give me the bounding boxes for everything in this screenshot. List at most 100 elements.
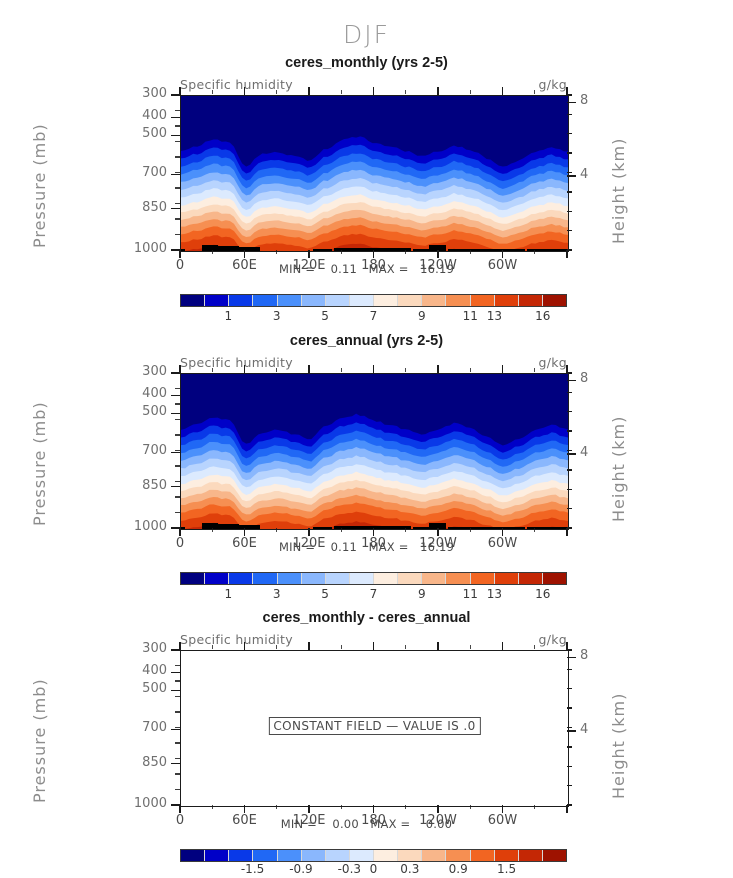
- x-axis-tick: [566, 87, 568, 95]
- y-axis-tick: [171, 207, 180, 210]
- y-axis-minor-tick: [175, 233, 180, 236]
- topography-mask: [181, 527, 185, 529]
- height-axis-minor-tick: [567, 171, 572, 174]
- colorbar-segment: [470, 295, 495, 306]
- x-axis-minor-tick: [276, 645, 278, 649]
- height-axis-minor-tick: [567, 765, 572, 767]
- colorbar-segment: [398, 573, 423, 584]
- topography-mask: [428, 244, 447, 251]
- colorbar-segment: [398, 295, 423, 306]
- y-axis-tick: [171, 689, 180, 692]
- x-axis-minor-tick: [469, 250, 471, 254]
- x-axis-label: 0: [175, 536, 185, 551]
- colorbar-segment: [422, 573, 447, 584]
- colorbar-segment: [374, 573, 399, 584]
- colorbar-segment: [229, 850, 254, 861]
- colorbar-segment: [494, 573, 519, 584]
- y-axis-minor-tick: [175, 171, 180, 174]
- height-axis-minor-tick: [567, 229, 572, 232]
- height-axis-minor-tick: [567, 391, 572, 394]
- height-axis-tick: [567, 101, 576, 103]
- colorbar-segment: [349, 850, 374, 861]
- y-axis-minor-tick: [175, 527, 180, 529]
- colorbar-segment: [446, 850, 471, 861]
- x-axis-tick: [243, 87, 246, 95]
- colorbar-tick-label: 7: [369, 587, 378, 601]
- x-axis-minor-tick: [469, 645, 471, 649]
- x-axis-minor-tick: [340, 368, 342, 372]
- y-axis-title: Pressure (mb): [30, 401, 49, 526]
- x-axis-tick: [501, 642, 504, 650]
- x-axis-minor-tick: [469, 90, 471, 94]
- colorbar-difference: [180, 849, 567, 862]
- y-axis-label: 700: [142, 720, 167, 736]
- y-axis-label: 300: [142, 641, 167, 656]
- minmax-label: MIN = 0.00 MAX = 0.00: [280, 817, 453, 831]
- x-axis-label: 60E: [232, 536, 257, 551]
- x-axis-minor-tick: [534, 368, 536, 372]
- y-axis-minor-tick: [175, 249, 180, 251]
- colorbar-tick-label: 1.5: [497, 862, 517, 876]
- topography-mask: [333, 525, 412, 529]
- colorbar-segment: [349, 295, 374, 306]
- height-axis-minor-tick: [567, 430, 572, 432]
- colorbar-segment: [325, 295, 350, 306]
- colorbar-tick-label: 16: [535, 587, 551, 601]
- y-axis-label: 400: [142, 108, 167, 124]
- height-axis-minor-tick: [567, 191, 572, 193]
- y-axis-minor-tick: [175, 125, 180, 127]
- x-axis-tick: [372, 250, 375, 258]
- x-axis-minor-tick: [534, 90, 536, 94]
- x-axis-tick: [501, 87, 504, 95]
- x-axis-tick: [566, 805, 568, 813]
- x-axis-tick: [308, 250, 310, 258]
- colorbar-segment: [518, 850, 543, 861]
- x-axis-tick: [179, 87, 181, 95]
- y-axis-label: 700: [142, 165, 167, 181]
- height-axis-minor-tick: [567, 746, 572, 748]
- x-axis-tick: [437, 642, 439, 650]
- y-axis-minor-tick: [175, 94, 180, 96]
- colorbar-segment: [253, 295, 278, 306]
- x-axis-minor-tick: [276, 250, 278, 254]
- height-axis-tick: [567, 453, 576, 455]
- units-label: g/kg: [538, 77, 567, 92]
- x-axis-label: 0: [175, 813, 185, 828]
- colorbar-tick-label: 11: [462, 587, 478, 601]
- colorbar-humidity: [180, 294, 567, 307]
- y-axis-label: 700: [142, 443, 167, 459]
- x-axis-tick: [372, 87, 375, 95]
- colorbar-tick-label: 7: [369, 309, 378, 323]
- height-axis-minor-tick: [567, 411, 572, 413]
- x-axis-tick: [566, 528, 568, 536]
- colorbar-tick-label: 3: [272, 309, 281, 323]
- colorbar-segment: [205, 573, 230, 584]
- field-label: Specific humidity: [180, 355, 293, 370]
- colorbar-segment: [277, 573, 302, 584]
- contour-plot-area: [180, 373, 569, 530]
- topography-mask: [333, 247, 412, 251]
- y-axis-label: 500: [142, 681, 167, 697]
- y-axis-minor-tick: [175, 372, 180, 374]
- x-axis-tick: [243, 642, 246, 650]
- panel-title: ceres_annual (yrs 2-5): [289, 333, 444, 349]
- x-axis-tick: [437, 87, 439, 95]
- height-axis-minor-tick: [567, 488, 572, 490]
- colorbar-tick-label: 16: [535, 309, 551, 323]
- x-axis-tick: [372, 642, 375, 650]
- topography-mask: [242, 527, 255, 529]
- x-axis-minor-tick: [405, 645, 407, 649]
- x-axis-minor-tick: [340, 528, 342, 532]
- x-axis-label: 120E: [292, 813, 326, 828]
- contour-plot-area: [180, 95, 569, 252]
- x-axis-minor-tick: [211, 250, 213, 254]
- height-axis-label: 4: [580, 722, 589, 738]
- minmax-label: MIN = 0.11 MAX = 16.19: [278, 262, 455, 276]
- y-axis-tick: [171, 134, 180, 137]
- y-axis-tick: [171, 173, 180, 175]
- colorbar-segment: [325, 573, 350, 584]
- y-axis-label: 850: [142, 477, 167, 493]
- y-axis-label: 1000: [133, 241, 167, 256]
- topography-mask: [448, 249, 526, 251]
- x-axis-minor-tick: [276, 90, 278, 94]
